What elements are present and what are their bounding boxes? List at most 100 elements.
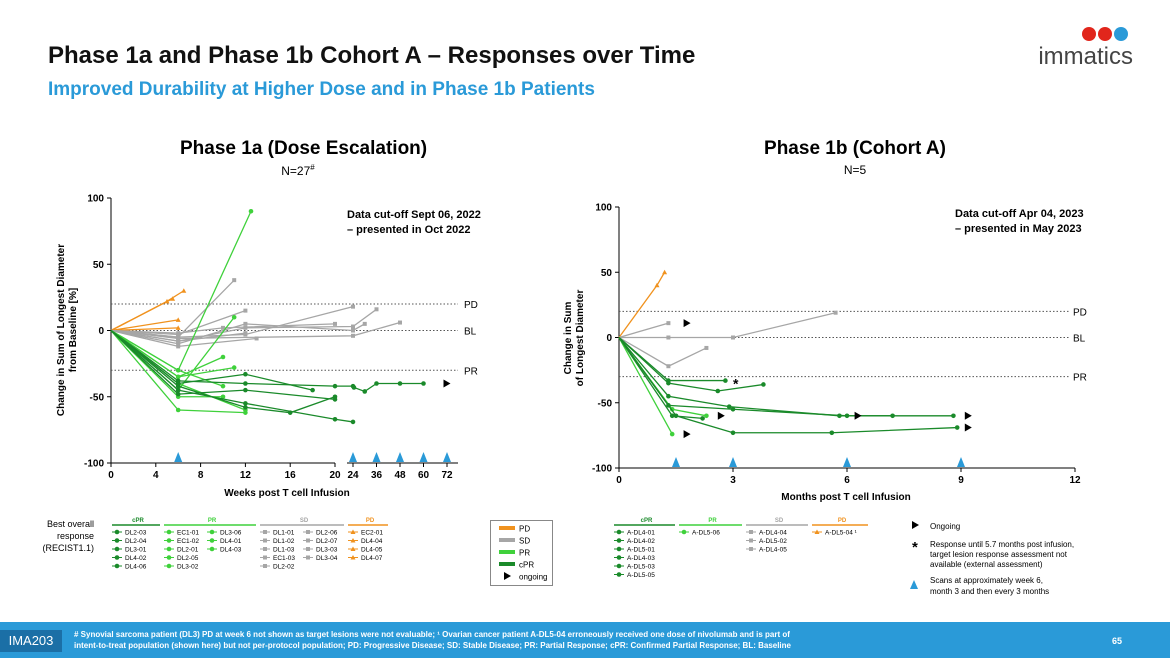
series-line-sd [110,323,336,334]
data-point [175,391,181,397]
legend-patient-label: DL4-01 [220,538,242,545]
phase1a-series [110,208,426,425]
phase1a-chart: Data cut-off Sept 06, 2022 – presented i… [56,194,481,499]
x-tick-label: 20 [329,470,341,481]
logo-dot-red [1098,27,1112,41]
legend-swatch-marker [350,546,356,551]
phase1b-cutoff-line2: – presented in May 2023 [955,223,1082,235]
series-line-cpr [110,330,336,401]
phase1b-series [618,269,960,437]
key-label: cPR [519,561,534,570]
data-point [398,320,402,325]
legend-patient-label: EC1-01 [177,530,199,537]
data-point [243,321,248,326]
legend-patient-label: DL3-03 [316,547,338,554]
y-tick-label: 100 [595,203,612,214]
legend-swatch-marker [306,530,310,534]
ongoing-marker [717,411,725,420]
page-number: 65 [1112,636,1123,646]
legend-patient-label: DL3-02 [177,564,199,571]
data-point [362,389,368,394]
legend-patient-label: A-DL5-05 [627,572,655,579]
key-label: PD [519,525,530,534]
data-point [176,341,181,346]
legend-patient-label: DL3-06 [220,530,242,537]
y-tick-label: -100 [84,459,104,470]
asterisk-icon: * [912,539,918,556]
data-point [243,371,248,377]
legend-swatch-marker [306,555,310,560]
data-point [175,387,181,393]
asterisk-note-line: target lesion response assessment not [930,550,1068,559]
legend-patient-label: DL4-03 [220,547,242,554]
data-point [726,404,732,409]
series-line-pd [110,319,179,332]
legend-swatch-marker [166,529,172,535]
footer-note-line: # Synovial sarcoma patient (DL3) PD at w… [74,630,790,639]
y-tick-label: 0 [98,326,104,337]
key-swatch [499,538,515,542]
legend-swatch-marker [350,529,356,534]
legend-swatch-marker [209,538,215,543]
data-point [731,335,735,340]
legend-group-title: PR [708,518,717,524]
key-swatch [499,562,515,566]
legend-group-title: PD [366,518,375,524]
legend-swatch-marker [749,538,753,543]
data-point [704,345,709,350]
reference-line-label: BL [464,327,477,338]
y-axis-label-line: of Longest Diameter [575,290,586,387]
phase1a-ongoing-markers [443,379,451,388]
scan-marker [372,452,381,462]
scan-marker [672,457,680,467]
ongoing-marker [854,411,862,420]
scan-marker [396,452,404,462]
scan-marker [957,457,965,467]
ongoing-marker [683,319,691,328]
legend-patient-label: A-DL4-05 [759,547,787,554]
legend-swatch-marker [350,555,356,560]
data-point [175,374,181,380]
x-tick-label: 72 [441,470,453,481]
data-point [351,328,355,333]
phase1a-title: Phase 1a (Dose Escalation) [180,138,428,159]
legend-patient-label: DL2-05 [177,555,199,562]
data-point [669,431,675,437]
ongoing-marker [443,379,451,388]
data-point [243,387,248,393]
reference-line-label: BL [1073,334,1086,345]
data-point [175,325,181,330]
data-point [243,308,248,313]
legend-patient-label: DL2-06 [316,530,338,537]
best-response-label: Best overall response (RECIST1.1) [24,518,94,554]
series-line-pr [618,337,673,435]
data-point [723,378,728,383]
y-tick-label: -50 [90,392,105,403]
data-point [243,401,248,406]
data-point [350,419,356,425]
ongoing-marker [683,430,691,439]
reference-line-label: PR [1073,373,1087,384]
x-axis-label: Weeks post T cell Infusion [224,488,349,498]
logo-text: immatics [1038,43,1133,70]
data-point [332,416,338,422]
legend-patient-label: DL4-05 [361,547,383,554]
asterisk-note-line: Response until 5.7 months post infusion, [930,540,1074,549]
data-point [333,321,337,326]
x-tick-label: 0 [108,470,114,481]
legend-swatch-marker [681,529,687,535]
legend-swatch-marker [263,564,267,568]
data-point [243,331,248,336]
y-tick-label: -100 [592,464,612,475]
phase1a-cutoff-line1: Data cut-off Sept 06, 2022 [347,209,481,221]
data-point [220,383,226,389]
y-axis-label: Change in Sumof Longest Diameter [563,290,586,387]
legend-group-title: cPR [132,518,144,524]
legend-patient-label: DL2-02 [273,564,295,571]
data-point [254,336,259,341]
legend-swatch-marker [814,529,820,534]
series-line-pd [110,327,179,332]
legend-swatch-marker [114,555,120,560]
legend-patient-label: A-DL4-03 [627,555,655,562]
